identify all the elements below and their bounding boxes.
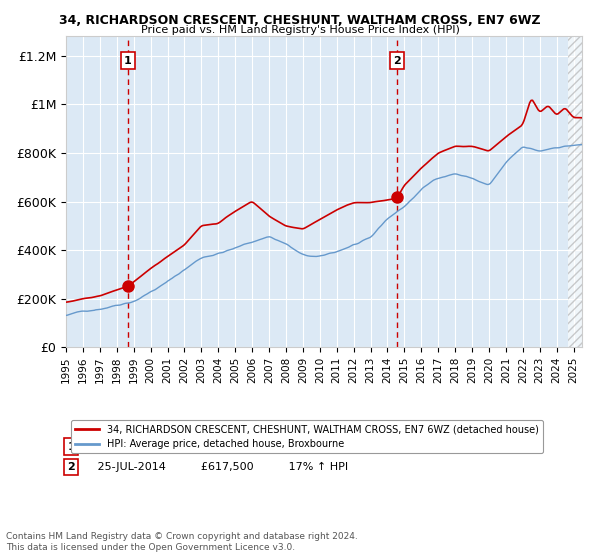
- Text: 28-AUG-1998          £250,000          31% ↑ HPI: 28-AUG-1998 £250,000 31% ↑ HPI: [86, 442, 354, 452]
- Text: 25-JUL-2014          £617,500          17% ↑ HPI: 25-JUL-2014 £617,500 17% ↑ HPI: [86, 462, 348, 472]
- Bar: [568, 36, 582, 347]
- Text: Price paid vs. HM Land Registry's House Price Index (HPI): Price paid vs. HM Land Registry's House …: [140, 25, 460, 35]
- Text: 1: 1: [124, 55, 131, 66]
- Text: 34, RICHARDSON CRESCENT, CHESHUNT, WALTHAM CROSS, EN7 6WZ: 34, RICHARDSON CRESCENT, CHESHUNT, WALTH…: [59, 14, 541, 27]
- Text: 1: 1: [67, 442, 75, 452]
- Text: Contains HM Land Registry data © Crown copyright and database right 2024.
This d: Contains HM Land Registry data © Crown c…: [6, 532, 358, 552]
- Legend: 34, RICHARDSON CRESCENT, CHESHUNT, WALTHAM CROSS, EN7 6WZ (detached house), HPI:: 34, RICHARDSON CRESCENT, CHESHUNT, WALTH…: [71, 421, 542, 453]
- Text: 2: 2: [67, 462, 75, 472]
- Text: 2: 2: [393, 55, 401, 66]
